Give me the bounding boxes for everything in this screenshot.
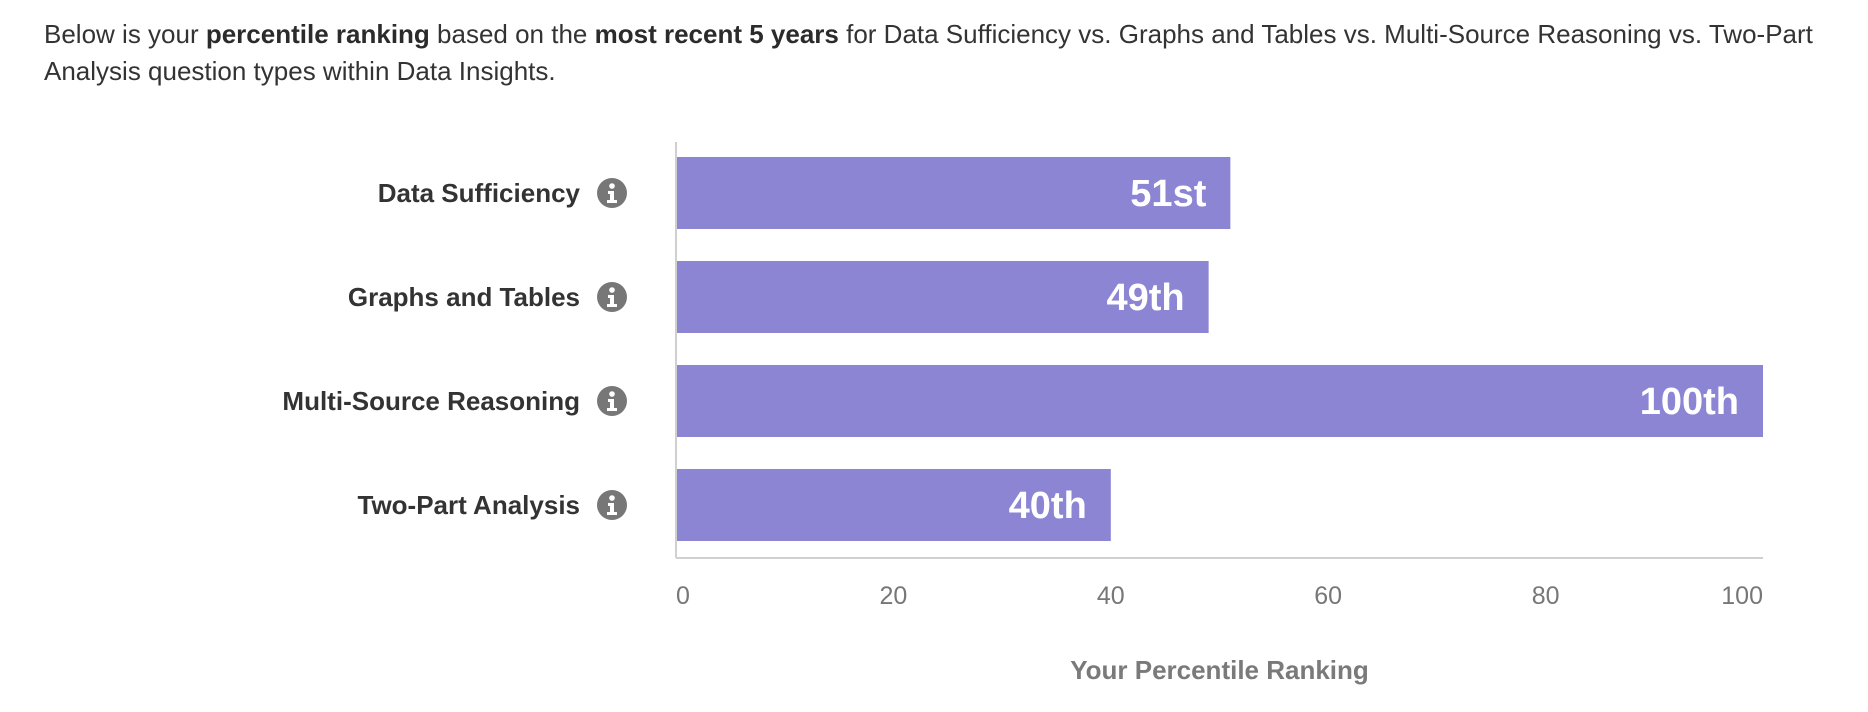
x-tick-label-40: 40	[1097, 582, 1125, 610]
bar-data-sufficiency	[677, 157, 1231, 229]
intro-part-2: based on the	[429, 19, 595, 49]
category-label-graphs-and-tables: Graphs and Tables	[348, 282, 580, 312]
bar-two-part-analysis	[677, 469, 1111, 541]
category-label-data-sufficiency: Data Sufficiency	[378, 178, 581, 208]
x-tick-label-0: 0	[676, 582, 690, 610]
info-icon[interactable]	[597, 178, 627, 208]
bar-value-label-data-sufficiency: 51st	[1130, 173, 1206, 215]
intro-part-3: for Data Sufficiency vs. Graphs and Tabl…	[44, 19, 1813, 86]
category-label-two-part-analysis: Two-Part Analysis	[358, 490, 581, 520]
info-icon[interactable]	[597, 490, 627, 520]
intro-text: Below is your percentile ranking based o…	[44, 16, 1834, 90]
x-tick-label-80: 80	[1532, 582, 1560, 610]
x-axis-title: Your Percentile Ranking	[1070, 655, 1369, 685]
bar-multi-source-reasoning	[677, 365, 1763, 437]
x-tick-label-60: 60	[1314, 582, 1342, 610]
intro-part-1: Below is your	[44, 19, 206, 49]
info-icon[interactable]	[597, 282, 627, 312]
bar-graphs-and-tables	[677, 261, 1209, 333]
intro-bold-recent-years: most recent 5 years	[594, 19, 839, 49]
info-icon[interactable]	[597, 386, 627, 416]
bar-value-label-two-part-analysis: 40th	[1009, 485, 1087, 527]
bar-value-label-graphs-and-tables: 49th	[1106, 277, 1184, 319]
intro-bold-percentile-ranking: percentile ranking	[205, 19, 430, 49]
bar-value-label-multi-source-reasoning: 100th	[1640, 381, 1739, 423]
x-tick-label-20: 20	[879, 582, 907, 610]
category-label-multi-source-reasoning: Multi-Source Reasoning	[282, 386, 580, 416]
x-tick-label-100: 100	[1721, 582, 1763, 610]
